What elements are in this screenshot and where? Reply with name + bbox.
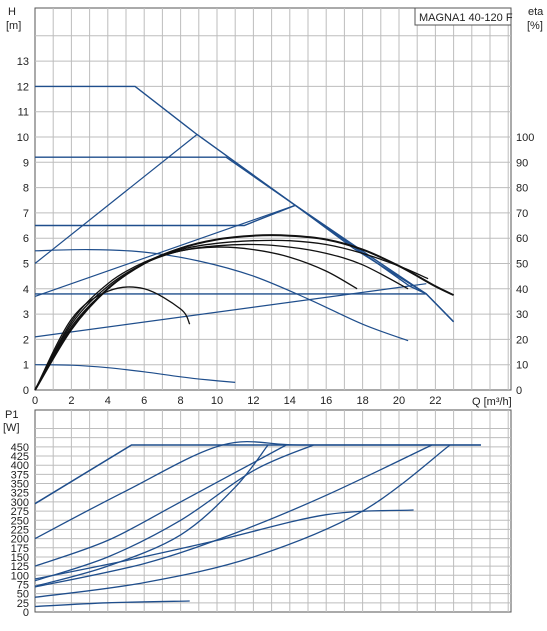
- x-axis-title: Q [m³/h]: [472, 396, 512, 408]
- eta-tick-label: 20: [516, 334, 528, 346]
- head-plot-frame: [34, 7, 512, 391]
- p1-axis-unit: [W]: [3, 422, 20, 434]
- h-tick-label: 0: [23, 385, 29, 397]
- efficiency-curve-line: [34, 239, 429, 391]
- p1-tick-label: 300: [11, 497, 29, 509]
- h-axis-unit: [m]: [6, 20, 21, 32]
- axis-labels: H [m] eta [%] MAGNA1 40-120 F Q [m³/h] P…: [3, 6, 544, 434]
- p1-tick-label: 400: [11, 460, 29, 472]
- p1-tick-label: 375: [11, 469, 29, 481]
- proportional-pressure-line: [34, 283, 427, 338]
- p1-tick-label: 275: [11, 506, 29, 518]
- h-axis-title: H: [8, 6, 16, 18]
- h-tick-label: 7: [23, 208, 29, 220]
- power-curve-line: [34, 444, 287, 567]
- x-tick-label: 8: [178, 395, 184, 407]
- eta-tick-label: 80: [516, 183, 528, 195]
- p1-tick-label: 125: [11, 561, 29, 573]
- p1-tick-label: 425: [11, 451, 29, 463]
- power-curve-line: [34, 444, 451, 598]
- p1-tick-label: 75: [17, 579, 29, 591]
- min-curve-line: [34, 248, 409, 342]
- eta-tick-label: 60: [516, 233, 528, 245]
- p1-tick-label: 50: [17, 589, 29, 601]
- eta-tick-label: 90: [516, 157, 528, 169]
- x-tick-label: 16: [320, 395, 332, 407]
- p1-tick-label: 25: [17, 598, 29, 610]
- eta-tick-label: 70: [516, 208, 528, 220]
- eta-tick-label: 50: [516, 259, 528, 271]
- p1-tick-label: 250: [11, 515, 29, 527]
- eta-axis-title: eta: [528, 6, 544, 18]
- efficiency-curve-line: [34, 286, 191, 391]
- power-curve-line: [34, 444, 269, 587]
- p1-tick-label: 450: [11, 442, 29, 454]
- h-tick-label: 4: [23, 284, 29, 296]
- eta-tick-label: 40: [516, 284, 528, 296]
- h-tick-label: 1: [23, 360, 29, 372]
- power-curve-line: [34, 444, 433, 588]
- h-tick-label: 5: [23, 259, 29, 271]
- min-curve-line: [34, 364, 236, 383]
- p1-tick-label: 325: [11, 488, 29, 500]
- x-tick-label: 10: [211, 395, 223, 407]
- efficiency-curve-line: [34, 246, 358, 391]
- x-tick-label: 0: [32, 395, 38, 407]
- power-grid: [35, 410, 511, 612]
- h-tick-label: 6: [23, 233, 29, 245]
- x-tick-label: 14: [284, 395, 296, 407]
- x-tick-label: 4: [105, 395, 111, 407]
- power-curve-line: [34, 444, 314, 582]
- eta-tick-label: 30: [516, 309, 528, 321]
- p1-tick-label: 0: [23, 607, 29, 619]
- h-tick-label: 9: [23, 157, 29, 169]
- head-curves: [34, 85, 455, 391]
- proportional-pressure-line: [34, 204, 296, 297]
- x-tick-label: 2: [68, 395, 74, 407]
- chart-title: MAGNA1 40-120 F: [419, 12, 513, 24]
- p1-tick-label: 200: [11, 534, 29, 546]
- power-curve-line: [34, 509, 414, 580]
- eta-tick-label: 100: [516, 132, 534, 144]
- title-box: [414, 7, 512, 26]
- pump-curve-line: [35, 293, 455, 323]
- h-tick-label: 12: [17, 81, 29, 93]
- p1-tick-label: 150: [11, 552, 29, 564]
- h-tick-label: 8: [23, 183, 29, 195]
- h-tick-label: 2: [23, 334, 29, 346]
- x-tick-label: 20: [393, 395, 405, 407]
- x-tick-label: 22: [429, 395, 441, 407]
- eta-axis-unit: [%]: [527, 20, 543, 32]
- eta-tick-label: 0: [516, 385, 522, 397]
- p1-axis-title: P1: [5, 409, 18, 421]
- tick-labels: 0 2 4 6 8 10 12 14 16 18 20 22012345678910111213010…: [11, 56, 535, 619]
- h-tick-label: 13: [17, 56, 29, 68]
- p1-tick-label: 100: [11, 570, 29, 582]
- power-curve-line: [34, 600, 190, 608]
- p1-tick-label: 225: [11, 524, 29, 536]
- power-curve-line: [34, 440, 481, 540]
- proportional-pressure-line: [34, 134, 198, 264]
- x-tick-label: 6: [141, 395, 147, 407]
- h-tick-label: 10: [17, 132, 29, 144]
- x-tick-label: 12: [247, 395, 259, 407]
- h-tick-label: 3: [23, 309, 29, 321]
- x-tick-label: 18: [356, 395, 368, 407]
- h-tick-label: 11: [18, 107, 29, 119]
- pump-curve-line: [35, 85, 455, 323]
- p1-tick-label: 350: [11, 479, 29, 491]
- head-grid: [35, 8, 511, 390]
- power-curves: [34, 440, 481, 608]
- p1-tick-label: 175: [11, 543, 29, 555]
- eta-tick-label: 10: [516, 360, 528, 372]
